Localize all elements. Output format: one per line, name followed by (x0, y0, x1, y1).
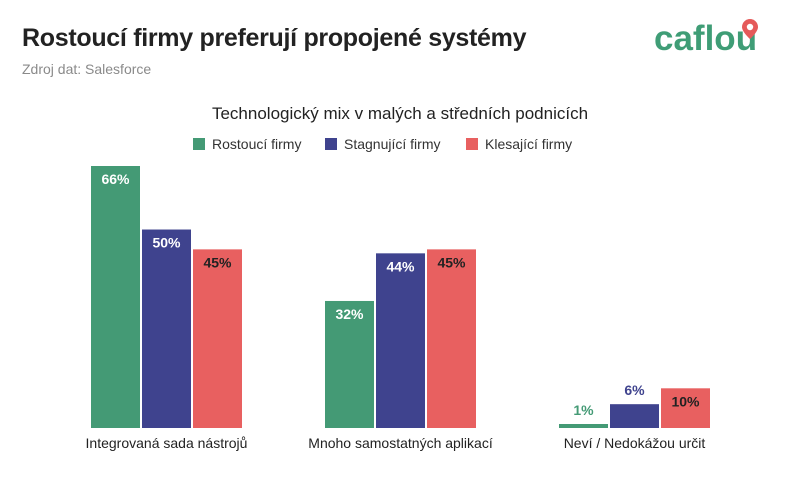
data-label-3-2: 6% (624, 382, 645, 398)
legend-label-1: Rostoucí firmy (212, 136, 301, 152)
x-tick-label-1: Integrovaná sada nástrojů (86, 435, 248, 451)
legend-swatch-3 (466, 138, 478, 150)
bar-1-1 (91, 166, 140, 428)
data-source: Zdroj dat: Salesforce (22, 61, 152, 77)
data-label-3-1: 1% (573, 402, 594, 418)
legend-label-3: Klesající firmy (485, 136, 572, 152)
data-label-2-3: 45% (437, 254, 466, 270)
x-tick-label-2: Mnoho samostatných aplikací (308, 435, 493, 451)
data-label-1-2: 50% (152, 235, 181, 251)
data-label-2-2: 44% (386, 258, 415, 274)
bar-3-2 (610, 404, 659, 428)
chart-title: Technologický mix v malých a středních p… (212, 104, 588, 123)
bar-3-3 (661, 388, 710, 428)
legend-label-2: Stagnující firmy (344, 136, 440, 152)
bar-2-1 (325, 300, 374, 428)
chart-legend: Rostoucí firmy Stagnující firmy Klesající … (193, 136, 572, 152)
data-label-2-1: 32% (335, 306, 364, 322)
bar-3-1 (559, 424, 608, 428)
x-axis-labels: Integrovaná sada nástrojů Mnoho samostatn… (86, 435, 706, 451)
data-label-3-3: 10% (671, 393, 700, 409)
data-label-1-1: 66% (101, 171, 130, 187)
logo-text: caflou (654, 19, 757, 58)
bar-series: 66% 50% 45% 32% 44% 45% 1% 6% 10% (91, 166, 710, 428)
bar-2-2 (376, 253, 425, 428)
page-title: Rostoucí firmy preferují propojené systé… (22, 24, 527, 52)
bar-1-2 (142, 229, 191, 428)
caflou-logo: caflou (654, 19, 758, 58)
bar-2-3 (427, 249, 476, 428)
legend-swatch-1 (193, 138, 205, 150)
bar-1-3 (193, 249, 242, 428)
data-label-1-3: 45% (203, 254, 232, 270)
x-tick-label-3: Neví / Nedokážou určit (564, 435, 706, 451)
pin-icon (742, 19, 758, 39)
legend-swatch-2 (325, 138, 337, 150)
